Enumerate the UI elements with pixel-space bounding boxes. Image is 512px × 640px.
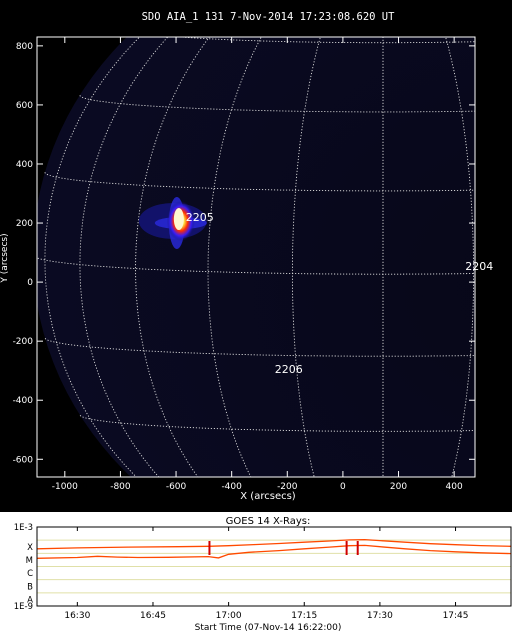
map-ytick-label: 0 bbox=[27, 278, 33, 288]
map-ytick-label: -600 bbox=[13, 455, 34, 465]
goes-xlabel: Start Time (07-Nov-14 16:22:00) bbox=[195, 623, 342, 633]
goes-flux-line bbox=[37, 544, 511, 559]
map-ytick-label: 200 bbox=[16, 219, 33, 229]
map-xtick-label: -200 bbox=[277, 482, 298, 492]
map-ytick-label: 800 bbox=[16, 42, 33, 52]
goes-band-lines bbox=[37, 539, 511, 594]
map-xlabel: X (arcsecs) bbox=[240, 491, 296, 502]
goes-title: GOES 14 X-Rays: bbox=[226, 516, 311, 527]
goes-background bbox=[0, 512, 512, 640]
map-xtick-label: 400 bbox=[446, 482, 463, 492]
noaa-region-label: 2205 bbox=[186, 211, 214, 224]
goes-ytick-label: 1E-3 bbox=[14, 523, 33, 533]
goes-ytick-label: A bbox=[27, 595, 33, 605]
map-ylabel: Y (arcsecs) bbox=[0, 233, 10, 283]
map-axes: -1000 -800 -600 -400 -200 0 200 400 800 600 400 200… bbox=[13, 37, 475, 492]
map-ytick-label: -400 bbox=[13, 396, 34, 406]
map-panel: -1000 -800 -600 -400 -200 0 200 400 800 600 400 200… bbox=[0, 36, 493, 502]
map-xtick-label: 0 bbox=[340, 482, 346, 492]
goes-xtick-label: 17:15 bbox=[291, 611, 317, 621]
map-frame bbox=[36, 36, 476, 478]
region-labels: 2205 2204 2206 bbox=[186, 211, 493, 376]
goes-xtick-label: 17:30 bbox=[367, 611, 393, 621]
map-xtick-label: -1000 bbox=[52, 482, 78, 492]
goes-ytick-label: B bbox=[27, 582, 33, 592]
grid-longitude-line bbox=[207, 37, 262, 477]
map-xtick-label: -400 bbox=[221, 482, 242, 492]
goes-xtick-label: 16:30 bbox=[64, 611, 90, 621]
flare-kernel bbox=[173, 208, 184, 231]
map-xtick-label: -600 bbox=[166, 482, 187, 492]
goes-ytick-label: M bbox=[26, 556, 33, 566]
goes-ytick-label: C bbox=[27, 569, 33, 579]
goes-xtick-label: 17:00 bbox=[216, 611, 242, 621]
solar-disk bbox=[37, 37, 475, 477]
grid-latitude-line bbox=[44, 338, 475, 357]
heliographic-grid bbox=[37, 37, 475, 477]
goes-xtick-label: 16:45 bbox=[140, 611, 166, 621]
noaa-region-label: 2204 bbox=[465, 260, 493, 273]
map-xtick-label: 200 bbox=[390, 482, 407, 492]
goes-xtick-label: 17:45 bbox=[443, 611, 469, 621]
map-ytick-label: 400 bbox=[16, 160, 33, 170]
goes-ytick-label: 1E-9 bbox=[14, 602, 33, 612]
map-xtick-label: -800 bbox=[110, 482, 131, 492]
grid-latitude-line bbox=[79, 415, 475, 432]
map-ytick-label: -200 bbox=[13, 337, 34, 347]
goes-flux-line bbox=[37, 538, 511, 550]
map-title: SDO AIA_1 131 7-Nov-2014 17:23:08.620 UT bbox=[142, 11, 396, 23]
goes-ytick-label: X bbox=[27, 543, 33, 553]
flare-markers bbox=[208, 541, 359, 555]
noaa-region-label: 2206 bbox=[275, 363, 303, 376]
flare-bright-region bbox=[138, 197, 207, 250]
goes-series bbox=[37, 538, 511, 559]
goes-frame bbox=[36, 526, 512, 607]
map-ytick-label: 600 bbox=[16, 101, 33, 111]
